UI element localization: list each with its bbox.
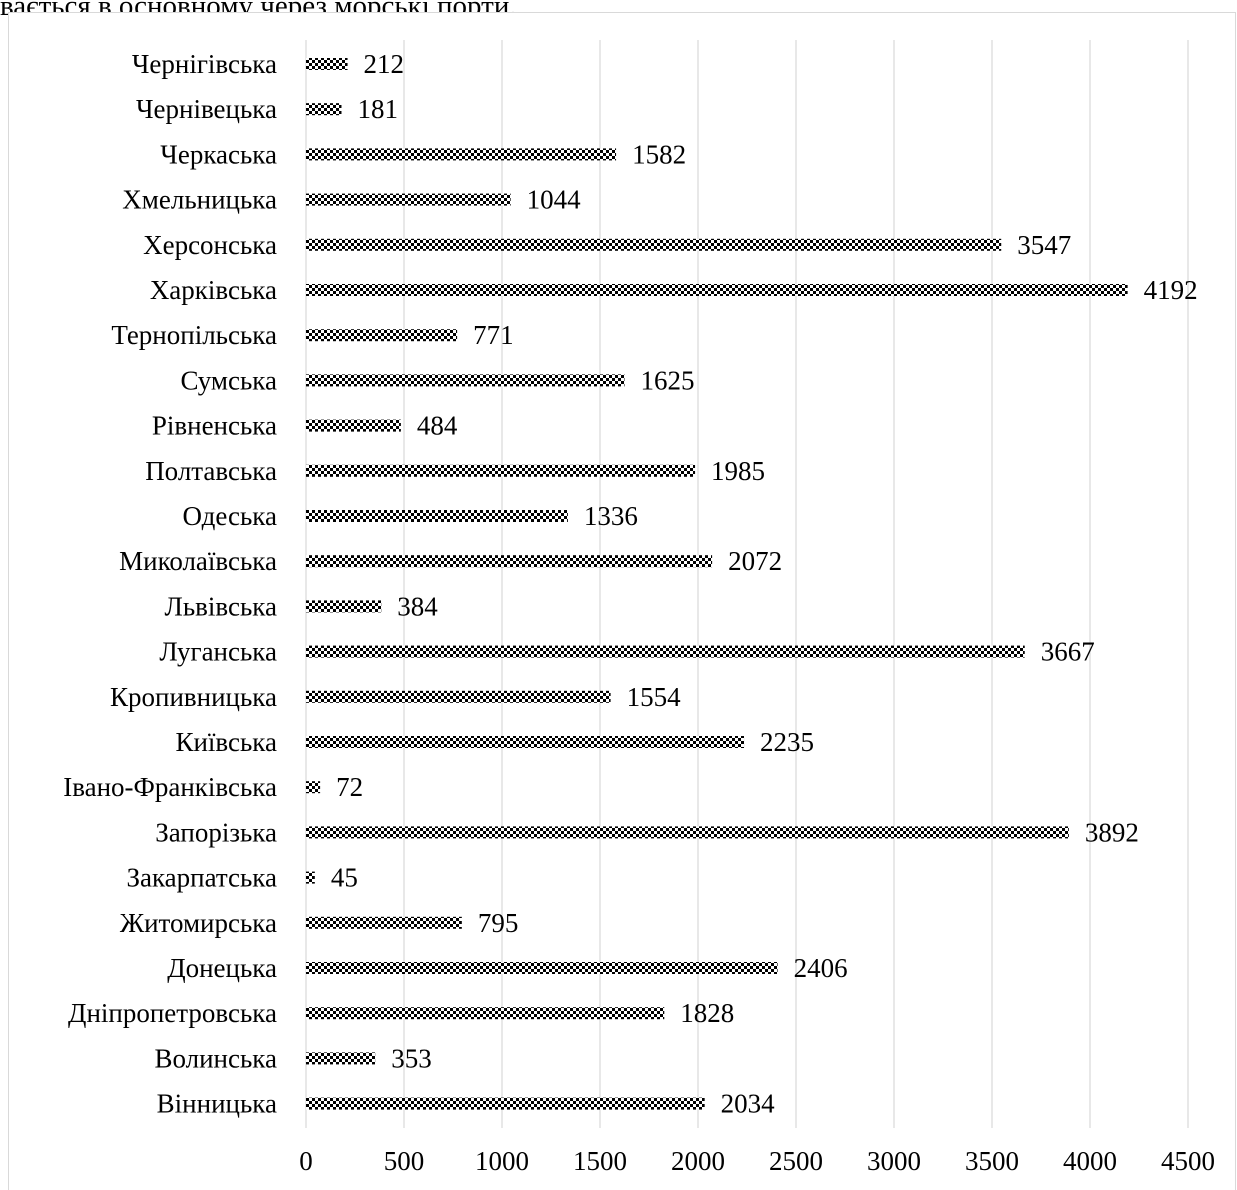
category-label: Вінницька xyxy=(157,1089,277,1119)
bar xyxy=(306,600,382,613)
bar xyxy=(306,510,568,522)
x-tick-label: 3000 xyxy=(867,1146,921,1176)
x-tick-label: 4500 xyxy=(1161,1146,1215,1176)
bar xyxy=(306,962,778,974)
bars xyxy=(306,58,1128,1110)
data-label: 2406 xyxy=(794,953,848,983)
category-label: Волинська xyxy=(154,1043,277,1073)
bar xyxy=(306,148,617,161)
category-label: Одеська xyxy=(182,501,277,531)
category-label: Тернопільська xyxy=(111,320,277,350)
x-tick-label: 1500 xyxy=(573,1146,627,1176)
data-label: 3547 xyxy=(1017,230,1071,260)
data-label: 795 xyxy=(478,908,519,938)
data-label: 4192 xyxy=(1144,275,1198,305)
category-label: Закарпатська xyxy=(126,863,277,893)
bar xyxy=(306,1097,705,1110)
data-label: 353 xyxy=(391,1043,432,1073)
category-label: Полтавська xyxy=(145,456,277,486)
data-label: 771 xyxy=(473,320,513,350)
x-tick-label: 2000 xyxy=(671,1146,725,1176)
x-tick-label: 0 xyxy=(299,1146,313,1176)
bar xyxy=(306,329,458,342)
data-label: 2072 xyxy=(728,546,782,576)
bar xyxy=(306,690,611,703)
category-label: Запорізька xyxy=(155,817,277,847)
bar xyxy=(306,645,1025,658)
category-label: Кропивницька xyxy=(110,682,277,712)
x-tick-label: 500 xyxy=(384,1146,425,1176)
bar xyxy=(306,736,745,748)
chart-frame xyxy=(8,12,1236,1190)
category-label: Івано-Франківська xyxy=(63,772,277,802)
bar xyxy=(306,826,1069,839)
category-label: Чернівецька xyxy=(136,94,277,124)
category-label: Хмельницька xyxy=(122,185,277,215)
category-label: Луганська xyxy=(159,637,277,667)
x-tick-label: 1000 xyxy=(475,1146,529,1176)
bar xyxy=(306,916,462,929)
category-label: Дніпропетровська xyxy=(68,998,277,1028)
data-label: 2034 xyxy=(721,1089,776,1119)
bar xyxy=(306,193,511,206)
data-label: 384 xyxy=(397,591,438,621)
labels: 0 500 1000 1500 2000 2500 3000 3500 4000 4500 Черн… xyxy=(63,49,1215,1176)
category-label: Миколаївська xyxy=(119,546,277,576)
data-label: 1044 xyxy=(527,185,582,215)
category-label: Черкаська xyxy=(160,139,277,169)
category-label: Київська xyxy=(175,727,277,757)
bar xyxy=(306,555,713,568)
x-tick-label: 2500 xyxy=(769,1146,823,1176)
data-label: 1582 xyxy=(632,139,686,169)
data-label: 181 xyxy=(357,94,398,124)
data-label: 72 xyxy=(336,772,363,802)
data-label: 2235 xyxy=(760,727,814,757)
data-label: 212 xyxy=(364,49,405,79)
data-label: 3892 xyxy=(1085,817,1139,847)
x-tick-label: 4000 xyxy=(1063,1146,1117,1176)
category-label: Харківська xyxy=(150,275,277,305)
category-label: Львівська xyxy=(165,591,277,621)
category-label: Чернігівська xyxy=(132,49,277,79)
bar xyxy=(306,781,321,794)
category-label: Житомирська xyxy=(120,908,277,938)
bar xyxy=(306,1007,665,1020)
data-label: 1625 xyxy=(641,365,695,395)
bar xyxy=(306,419,401,432)
bar xyxy=(306,103,342,116)
bar xyxy=(306,871,315,884)
x-tick-label: 3500 xyxy=(965,1146,1019,1176)
data-label: 484 xyxy=(417,411,458,441)
data-label: 1985 xyxy=(711,456,765,486)
bar xyxy=(306,464,696,477)
category-label: Сумська xyxy=(180,365,277,395)
bar xyxy=(306,1052,376,1065)
data-label: 1336 xyxy=(584,501,638,531)
bar xyxy=(306,374,625,387)
category-label: Донецька xyxy=(167,953,277,983)
bar xyxy=(306,238,1002,251)
category-label: Рівненська xyxy=(152,411,277,441)
grid-lines xyxy=(305,40,1189,1128)
data-label: 1828 xyxy=(680,998,734,1028)
data-label: 1554 xyxy=(627,682,682,712)
data-label: 45 xyxy=(331,863,358,893)
data-label: 3667 xyxy=(1041,637,1095,667)
bar xyxy=(306,58,348,70)
bar xyxy=(306,284,1128,296)
category-label: Херсонська xyxy=(143,230,277,260)
